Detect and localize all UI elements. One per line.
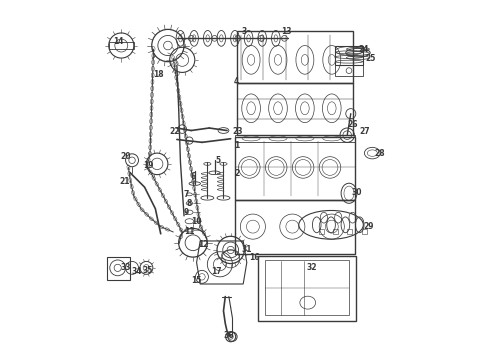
Text: 8: 8 (187, 199, 192, 208)
Text: 34: 34 (131, 267, 142, 276)
Text: 14: 14 (114, 37, 124, 46)
Text: 29: 29 (364, 222, 374, 231)
Bar (107, 257, 130, 280)
Text: 21: 21 (120, 177, 130, 186)
Text: 30: 30 (352, 188, 362, 197)
Bar (347, 229, 352, 234)
Bar (333, 229, 338, 234)
Text: 27: 27 (360, 127, 370, 136)
Bar (237, 31, 353, 83)
Text: 7: 7 (183, 190, 189, 199)
Bar (362, 229, 367, 234)
Text: 9: 9 (183, 208, 189, 217)
Bar (265, 260, 349, 315)
Text: 4: 4 (233, 77, 239, 86)
Bar (237, 83, 353, 135)
Text: 22: 22 (170, 127, 180, 136)
Text: 3: 3 (242, 27, 247, 36)
Text: 16: 16 (249, 253, 259, 262)
Bar (318, 229, 323, 234)
Text: 26: 26 (347, 120, 358, 129)
Text: 6: 6 (191, 172, 196, 181)
Text: 10: 10 (191, 217, 202, 226)
Text: 17: 17 (211, 267, 221, 276)
Text: 15: 15 (192, 276, 202, 285)
Text: 18: 18 (153, 70, 164, 79)
Text: 12: 12 (198, 240, 209, 249)
Text: 23: 23 (233, 127, 243, 136)
Text: 31: 31 (242, 246, 252, 255)
Bar (335, 65, 364, 76)
Bar (235, 135, 355, 141)
Text: 25: 25 (366, 54, 376, 63)
Text: 19: 19 (144, 161, 154, 170)
Text: 33: 33 (121, 264, 131, 273)
Text: 24: 24 (358, 45, 368, 54)
Text: 28: 28 (374, 149, 385, 158)
Bar (109, 42, 134, 49)
Text: 32: 32 (306, 264, 317, 273)
Text: 35: 35 (142, 266, 153, 275)
Text: 36: 36 (223, 332, 234, 341)
Text: 13: 13 (281, 27, 292, 36)
Bar (258, 256, 356, 320)
Text: 1: 1 (235, 141, 240, 150)
Text: 5: 5 (216, 156, 220, 165)
Bar (335, 45, 364, 65)
Bar (235, 137, 355, 200)
Bar (235, 200, 355, 253)
Text: 11: 11 (184, 228, 195, 237)
Text: 2: 2 (235, 169, 240, 178)
Text: 20: 20 (121, 152, 131, 161)
